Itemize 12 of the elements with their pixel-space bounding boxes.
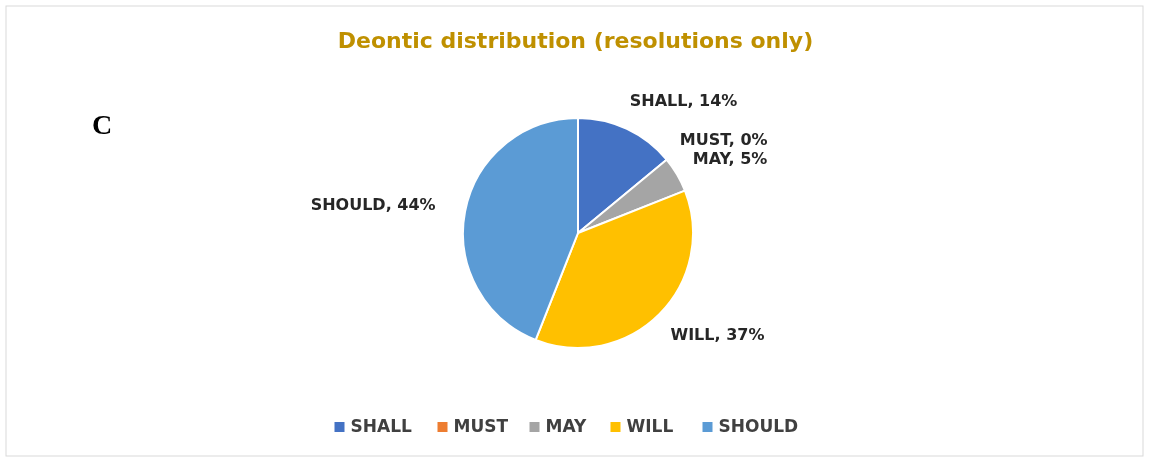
legend-label: MAY [545,416,587,436]
text: MUST, 0% [679,130,768,150]
text: C [92,109,113,140]
data-label: MAY, 5% [692,148,768,168]
legend-label: MUST [453,416,509,436]
legend-label: SHALL [350,416,412,436]
chart-title: Deontic distribution (resolutions only) [337,28,814,53]
data-label: WILL, 37% [670,325,765,345]
legend-label: WILL [626,416,674,436]
legend-label: SHOULD [718,416,799,436]
data-label: SHOULD, 44% [310,195,436,215]
data-label: SHALL, 14% [629,91,738,111]
